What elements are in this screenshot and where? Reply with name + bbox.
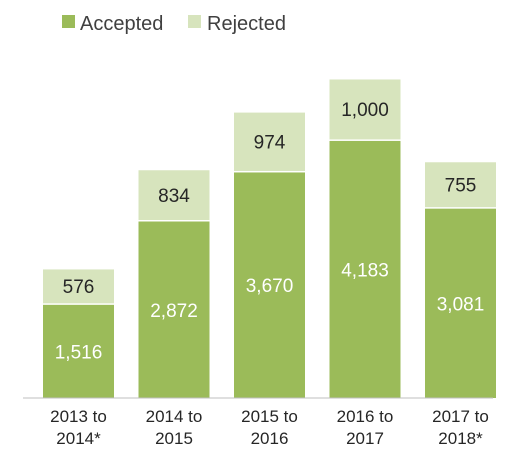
bars: 1,516 576 2,872 834 3,670 974 4,183 1,000 3,081 7… xyxy=(43,79,496,398)
legend: Accepted Rejected xyxy=(62,13,286,35)
data-label-rejected-0: 576 xyxy=(63,277,95,298)
x-tick-label-2: 2015 to 2016 xyxy=(241,407,298,448)
legend-swatch-accepted xyxy=(62,15,75,28)
bar-accepted-3 xyxy=(329,140,401,398)
data-label-accepted-0: 1,516 xyxy=(55,342,103,363)
data-label-rejected-2: 974 xyxy=(254,133,286,154)
bar-accepted-0 xyxy=(43,304,114,398)
bar-accepted-4 xyxy=(425,208,496,398)
data-label-accepted-2: 3,670 xyxy=(246,276,294,297)
data-label-accepted-3: 4,183 xyxy=(341,260,389,281)
legend-label-rejected: Rejected xyxy=(207,13,286,35)
bar-rejected-1 xyxy=(138,170,210,221)
bar-rejected-0 xyxy=(43,269,114,304)
x-tick-label-4: 2017 to 2018* xyxy=(432,407,489,448)
x-axis-ticks: 2013 to 2014* 2014 to 2015 2015 to 2016 2016 t… xyxy=(50,407,489,448)
x-tick-label-1: 2014 to 2015 xyxy=(146,407,203,448)
x-tick-label-0: 2013 to 2014* xyxy=(50,407,107,448)
data-label-accepted-4: 3,081 xyxy=(437,294,485,315)
data-label-rejected-3: 1,000 xyxy=(341,100,389,121)
bar-accepted-2 xyxy=(234,172,305,398)
legend-label-accepted: Accepted xyxy=(80,13,163,35)
data-label-rejected-1: 834 xyxy=(158,186,190,207)
bar-rejected-4 xyxy=(425,162,496,208)
bar-rejected-2 xyxy=(234,112,305,171)
bar-accepted-1 xyxy=(138,221,210,398)
data-label-rejected-4: 755 xyxy=(445,175,477,196)
x-tick-label-3: 2016 to 2017 xyxy=(337,407,394,448)
bar-rejected-3 xyxy=(329,79,401,140)
legend-swatch-rejected xyxy=(188,15,201,28)
data-label-accepted-1: 2,872 xyxy=(150,301,198,322)
